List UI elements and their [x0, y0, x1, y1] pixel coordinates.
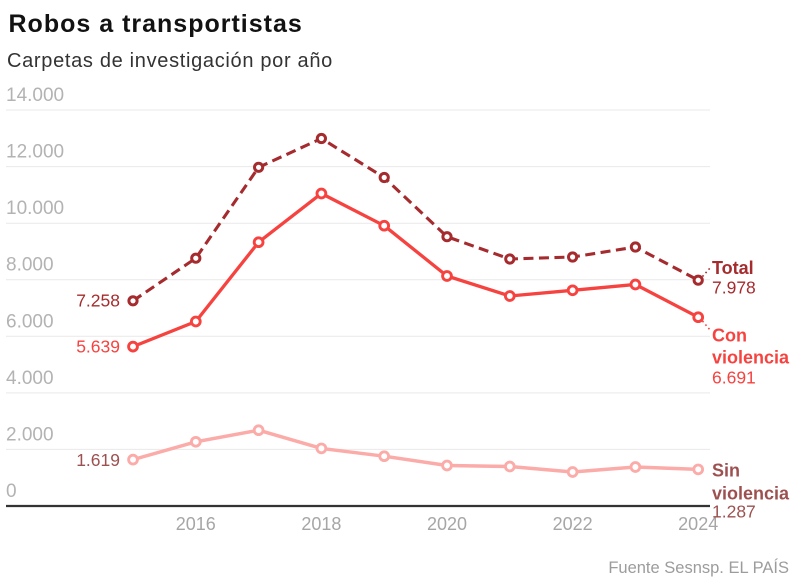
svg-text:7.978: 7.978 [712, 278, 756, 298]
svg-text:Carpetas de investigación por: Carpetas de investigación por año [7, 50, 333, 72]
svg-text:violencia: violencia [712, 347, 790, 367]
svg-text:4.000: 4.000 [6, 368, 54, 389]
svg-text:2024: 2024 [678, 514, 718, 534]
svg-text:2022: 2022 [553, 514, 593, 534]
svg-text:10.000: 10.000 [6, 198, 64, 219]
svg-text:Fuente Sesnsp. EL PAÍS: Fuente Sesnsp. EL PAÍS [608, 558, 789, 577]
svg-text:1.619: 1.619 [76, 450, 120, 470]
svg-text:Total: Total [712, 258, 754, 278]
svg-text:2020: 2020 [427, 514, 467, 534]
svg-text:1.287: 1.287 [712, 502, 756, 522]
svg-text:2016: 2016 [176, 514, 216, 534]
svg-text:2018: 2018 [301, 514, 341, 534]
svg-text:violencia: violencia [712, 483, 790, 503]
svg-text:6.691: 6.691 [712, 367, 756, 387]
svg-text:12.000: 12.000 [6, 142, 64, 163]
svg-text:6.000: 6.000 [6, 311, 54, 332]
svg-text:Sin: Sin [712, 460, 740, 480]
svg-text:5.639: 5.639 [76, 337, 120, 357]
svg-text:7.258: 7.258 [76, 291, 120, 311]
svg-text:8.000: 8.000 [6, 255, 54, 276]
svg-text:Robos a transportistas: Robos a transportistas [9, 10, 303, 38]
svg-text:14.000: 14.000 [6, 85, 64, 106]
svg-text:2.000: 2.000 [6, 424, 54, 445]
svg-text:0: 0 [6, 481, 17, 502]
svg-text:Con: Con [712, 325, 747, 345]
